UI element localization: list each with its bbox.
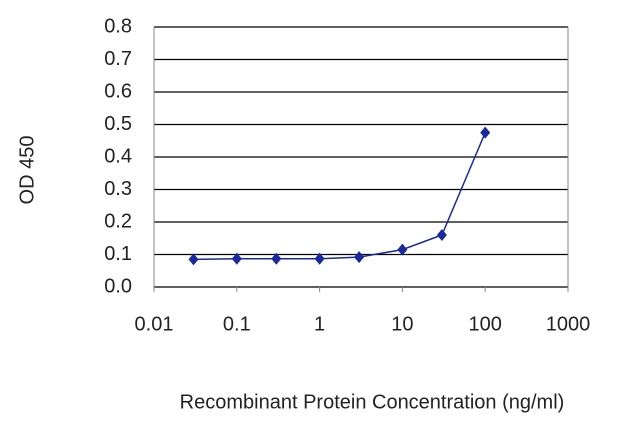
y-tick-label: 0.0 <box>104 275 132 297</box>
x-tick-label: 1000 <box>546 313 591 335</box>
x-axis-title: Recombinant Protein Concentration (ng/ml… <box>180 391 565 413</box>
y-tick-label: 0.3 <box>104 178 132 200</box>
data-point <box>188 253 199 266</box>
x-tick-label: 10 <box>391 313 413 335</box>
x-tick-label: 0.01 <box>135 313 174 335</box>
data-point <box>271 252 282 265</box>
data-point <box>314 252 325 265</box>
x-tick-label: 100 <box>469 313 502 335</box>
y-tick-label: 0.7 <box>104 48 132 70</box>
series-line <box>193 132 486 261</box>
y-tick-label: 0.2 <box>104 210 132 232</box>
x-tick-label: 1 <box>314 313 325 335</box>
y-tick-label: 0.1 <box>104 243 132 265</box>
y-axis-title: OD 450 <box>16 136 38 205</box>
data-point <box>231 252 242 265</box>
data-point <box>436 229 447 241</box>
x-tick-label: 0.1 <box>223 313 251 335</box>
data-point <box>354 251 365 264</box>
data-point <box>397 243 408 256</box>
y-tick-label: 0.5 <box>104 113 132 135</box>
data-point <box>480 126 491 139</box>
y-tick-label: 0.8 <box>104 15 132 37</box>
y-tick-label: 0.6 <box>104 80 132 102</box>
y-tick-label: 0.4 <box>104 145 132 167</box>
